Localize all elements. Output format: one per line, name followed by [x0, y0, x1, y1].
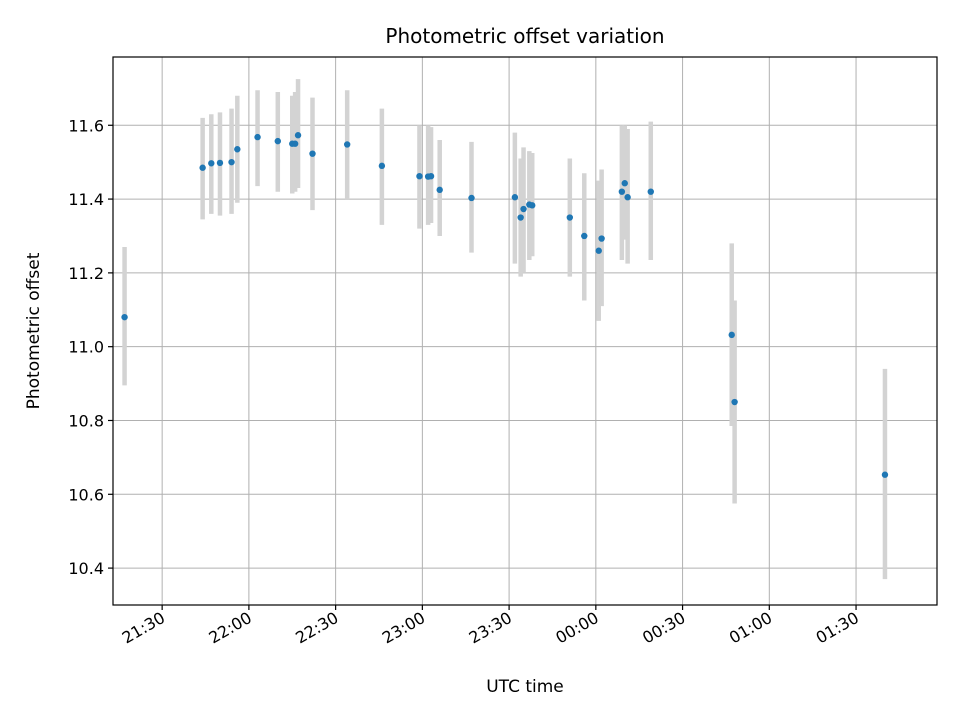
data-point — [624, 194, 631, 201]
data-point — [436, 186, 443, 194]
data-point — [468, 194, 475, 202]
data-point — [343, 141, 351, 148]
data-point — [731, 398, 738, 406]
data-point — [216, 159, 224, 167]
y-tick-label: 11.6 — [68, 116, 104, 135]
data-point — [566, 214, 574, 221]
y-tick-label: 10.6 — [68, 485, 104, 504]
data-point — [121, 313, 128, 321]
y-tick-label: 11.4 — [68, 190, 104, 209]
data-point — [529, 202, 536, 209]
y-tick-label: 10.4 — [68, 559, 104, 578]
data-point — [427, 172, 435, 180]
data-point — [728, 331, 735, 339]
data-point — [291, 140, 299, 147]
data-point — [309, 150, 316, 157]
y-tick-label: 11.2 — [68, 264, 104, 283]
data-point — [598, 235, 605, 242]
data-point — [581, 232, 588, 240]
y-axis-label: Photometric offset — [24, 252, 44, 409]
chart-title: Photometric offset variation — [385, 24, 664, 48]
data-point — [618, 188, 626, 195]
data-point — [416, 172, 423, 180]
data-point — [595, 247, 602, 254]
data-point — [208, 160, 215, 167]
data-point — [378, 162, 386, 170]
plot-frame — [112, 56, 938, 606]
y-tick-label: 10.8 — [68, 411, 104, 430]
data-point — [294, 132, 302, 139]
data-point — [274, 137, 281, 145]
data-point — [621, 180, 628, 187]
data-point — [520, 205, 527, 213]
data-point — [511, 194, 519, 201]
y-axis-ticks: 10.4 10.6 10.8 11.0 11.2 11.4 11.6 — [68, 116, 113, 578]
data-point — [881, 471, 889, 478]
data-point — [254, 133, 261, 141]
data-point — [647, 188, 654, 195]
y-tick-label: 11.0 — [68, 338, 104, 357]
data-point — [228, 158, 235, 166]
data-point — [517, 214, 524, 221]
x-axis-label: UTC time — [486, 677, 564, 697]
data-point — [199, 164, 206, 171]
data-point — [234, 146, 241, 153]
data-points — [121, 132, 889, 478]
